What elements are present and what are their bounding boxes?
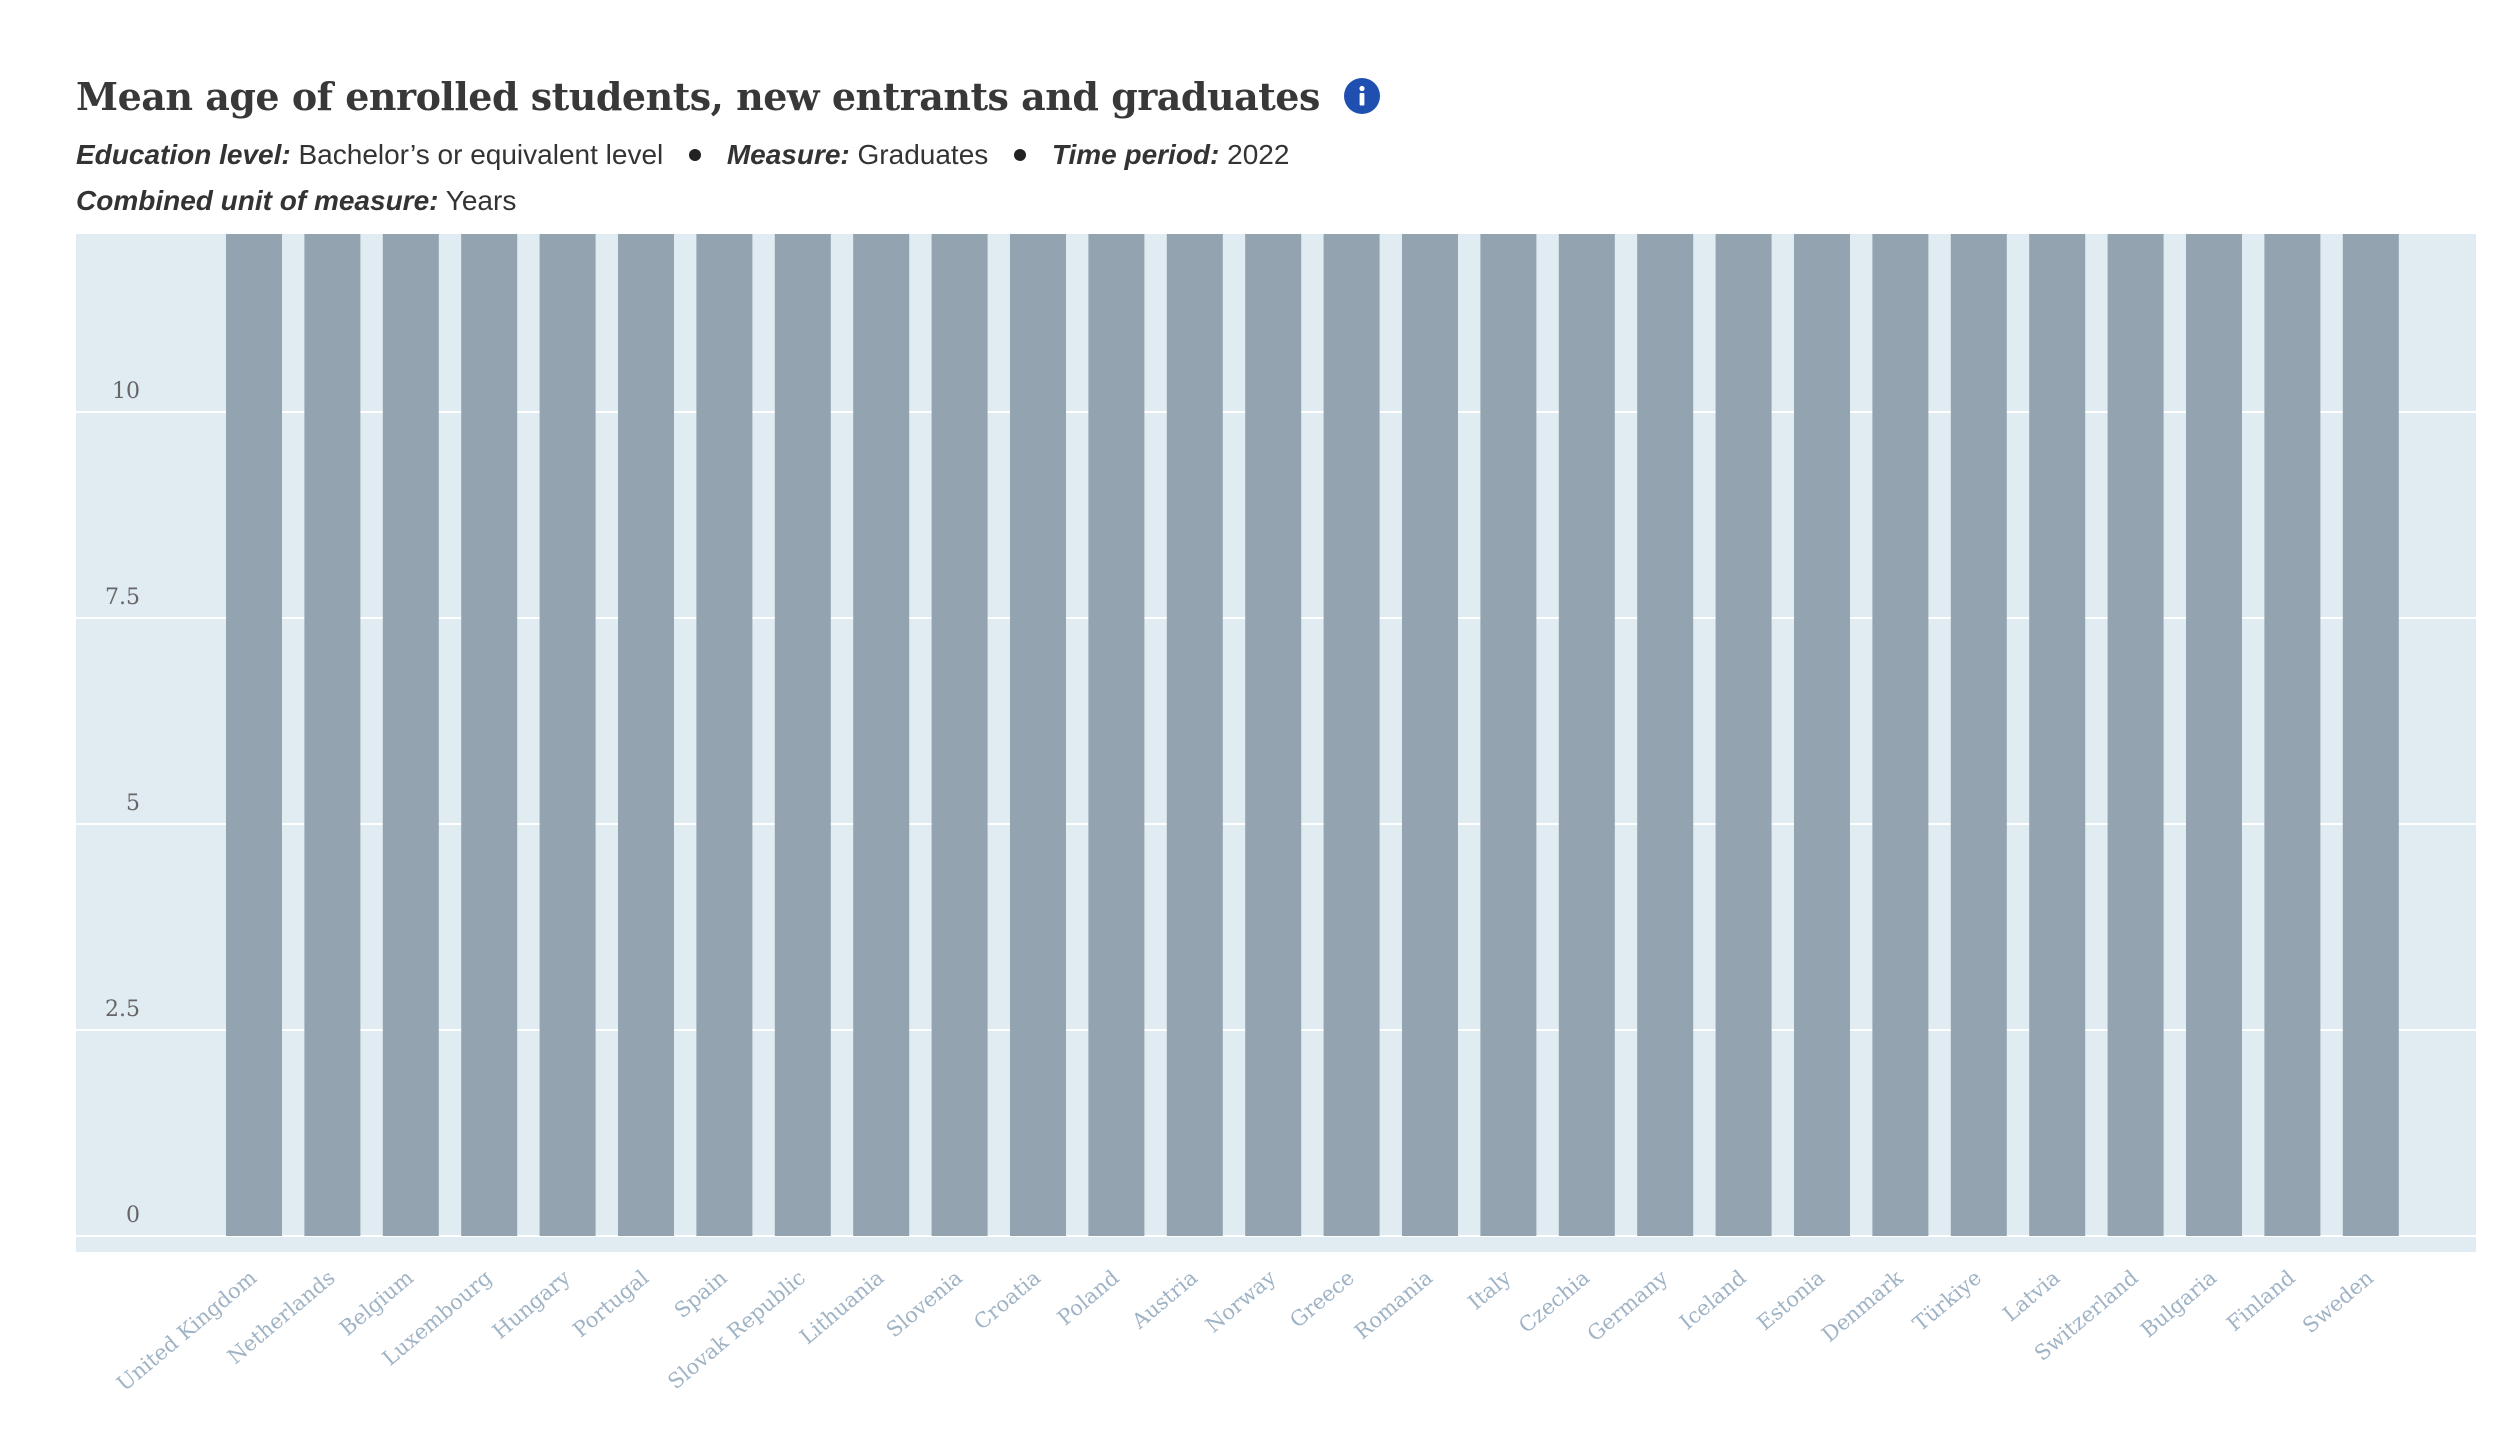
bar-united-kingdom[interactable] (226, 234, 282, 1236)
bar-finland[interactable] (2264, 234, 2321, 1236)
bar-sweden[interactable] (2342, 234, 2399, 1236)
bar-latvia[interactable] (2029, 234, 2086, 1236)
bar-portugal[interactable] (618, 234, 674, 1237)
x-tick-label: Sweden (2298, 1265, 2378, 1337)
x-tick-label: Türkiye (1908, 1265, 1986, 1336)
filter-row: Education level: Bachelor’s or equivalen… (76, 136, 2456, 174)
bar-croatia[interactable] (1010, 234, 1066, 1236)
bar-austria[interactable] (1166, 234, 1223, 1236)
x-tick-label: Slovak Republic (663, 1265, 810, 1394)
x-tick-label: Austria (1127, 1265, 1202, 1334)
bar-chart: 02.557.51012.51517.52022.52527.5 United … (76, 234, 2476, 1396)
y-tick-label: 0 (126, 1203, 140, 1228)
bar-germany[interactable] (1637, 234, 1694, 1236)
bar-norway[interactable] (1245, 234, 1302, 1236)
bar-luxembourg[interactable] (461, 234, 518, 1236)
x-tick-label: Iceland (1675, 1265, 1751, 1334)
time-period-value: 2022 (1227, 139, 1290, 170)
x-tick-label: Bulgaria (2136, 1265, 2221, 1342)
y-tick-label: 5 (126, 791, 140, 816)
bar-hungary[interactable] (539, 234, 596, 1236)
bar-greece[interactable] (1323, 234, 1380, 1236)
x-tick-label: Germany (1583, 1265, 1673, 1346)
bar-czechia[interactable] (1558, 234, 1615, 1236)
education-level-value: Bachelor’s or equivalent level (298, 139, 664, 170)
unit-label: Combined unit of measure: (76, 185, 439, 216)
x-tick-label: Norway (1201, 1265, 1280, 1337)
x-tick-label: Portugal (568, 1265, 653, 1342)
bar-bulgaria[interactable] (2186, 234, 2242, 1236)
y-tick-label: 2.5 (105, 997, 140, 1022)
x-tick-label: Estonia (1753, 1265, 1830, 1335)
y-tick-label: 7.5 (105, 585, 140, 610)
x-tick-label: Lithuania (795, 1265, 888, 1349)
measure-value: Graduates (857, 139, 989, 170)
separator-dot (689, 149, 702, 162)
unit-row: Combined unit of measure: Years (76, 182, 2456, 220)
bar-lithuania[interactable] (853, 234, 910, 1237)
bar-poland[interactable] (1088, 234, 1145, 1236)
x-tick-label: Poland (1053, 1265, 1124, 1330)
separator-dot (1014, 149, 1027, 162)
x-tick-label: Czechia (1514, 1265, 1594, 1337)
x-tick-label: Italy (1464, 1265, 1516, 1314)
bar-slovenia[interactable] (931, 234, 988, 1237)
bar-netherlands[interactable] (304, 234, 361, 1236)
bars (226, 234, 2399, 1237)
title-row: Mean age of enrolled students, new entra… (76, 66, 2456, 126)
unit-value: Years (445, 185, 517, 216)
bar-estonia[interactable] (1794, 234, 1850, 1237)
x-tick-label: Greece (1285, 1265, 1359, 1332)
x-tick-label: Slovenia (882, 1265, 967, 1342)
bar-romania[interactable] (1402, 234, 1458, 1236)
y-axis-ticks: 02.557.51012.51517.52022.52527.5 (105, 379, 140, 1228)
bar-slovak-republic[interactable] (774, 234, 831, 1237)
time-period-label: Time period: (1051, 139, 1220, 170)
bar-belgium[interactable] (382, 234, 439, 1236)
bar-italy[interactable] (1480, 234, 1537, 1236)
measure-label: Measure: (726, 139, 850, 170)
x-tick-label: Croatia (969, 1265, 1045, 1334)
bar-iceland[interactable] (1715, 234, 1772, 1236)
x-tick-label: Hungary (488, 1265, 575, 1343)
x-tick-label: Denmark (1817, 1265, 1908, 1347)
x-tick-label: Romania (1350, 1265, 1437, 1344)
bar-spain[interactable] (696, 234, 753, 1237)
chart-header: Mean age of enrolled students, new entra… (76, 66, 2456, 220)
x-axis-labels: United KingdomNetherlandsBelgiumLuxembou… (112, 1265, 2378, 1396)
x-tick-label: United Kingdom (112, 1265, 261, 1395)
x-tick-label: Spain (670, 1265, 732, 1322)
bar-denmark[interactable] (1872, 234, 1929, 1237)
x-tick-label: Latvia (1998, 1265, 2064, 1326)
y-tick-label: 10 (112, 379, 140, 404)
chart-title: Mean age of enrolled students, new entra… (76, 73, 1320, 119)
bar-switzerland[interactable] (2107, 234, 2164, 1236)
info-icon[interactable] (1343, 78, 1380, 114)
bar-t-rkiye[interactable] (1950, 234, 2007, 1236)
x-tick-label: Finland (2222, 1265, 2300, 1335)
education-level-label: Education level: (76, 139, 291, 170)
